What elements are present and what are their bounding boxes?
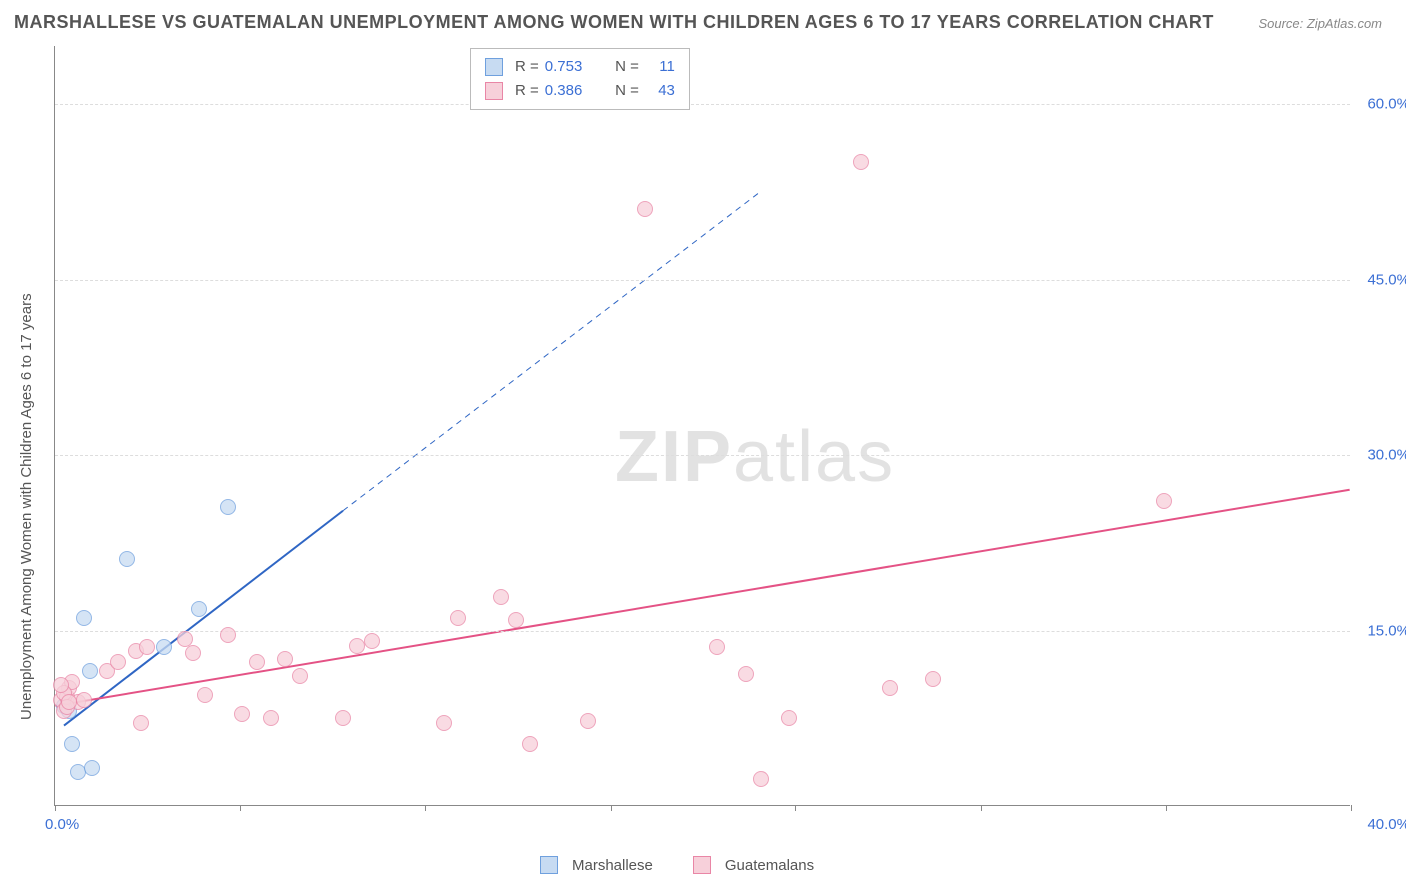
legend-label: Marshallese [572,857,653,874]
x-tick [425,805,426,811]
stats-row: R = 0.753 N = 11 [485,55,675,79]
scatter-point [738,666,754,682]
legend-label: Guatemalans [725,857,814,874]
scatter-point [1156,493,1172,509]
legend-swatch [540,856,558,874]
plot-area: ZIPatlas 15.0%30.0%45.0%60.0%0.0%40.0% [54,46,1350,806]
scatter-point [110,654,126,670]
trend-line [55,490,1349,706]
legend: Marshallese Guatemalans [540,856,814,874]
chart-title: MARSHALLESE VS GUATEMALAN UNEMPLOYMENT A… [14,12,1214,33]
scatter-point [522,736,538,752]
x-tick-label: 40.0% [1367,816,1406,833]
r-label: R = [515,55,539,79]
legend-item: Marshallese [540,856,653,874]
scatter-point [197,687,213,703]
scatter-point [637,201,653,217]
scatter-point [220,627,236,643]
scatter-point [436,715,452,731]
scatter-point [263,710,279,726]
scatter-point [191,601,207,617]
gridline [55,455,1350,456]
scatter-point [753,771,769,787]
legend-swatch [485,58,503,76]
scatter-point [156,639,172,655]
legend-swatch [485,82,503,100]
scatter-point [450,610,466,626]
source-label: Source: ZipAtlas.com [1258,16,1382,31]
y-tick-label: 30.0% [1355,447,1406,464]
n-value: 43 [645,79,675,103]
scatter-point [61,694,77,710]
legend-item: Guatemalans [693,856,814,874]
x-tick [795,805,796,811]
scatter-point [64,736,80,752]
scatter-point [133,715,149,731]
gridline [55,104,1350,105]
scatter-point [119,551,135,567]
scatter-point [84,760,100,776]
scatter-point [925,671,941,687]
scatter-point [853,154,869,170]
x-tick [611,805,612,811]
scatter-point [781,710,797,726]
r-value: 0.753 [545,55,595,79]
x-tick [240,805,241,811]
scatter-point [508,612,524,628]
scatter-point [220,499,236,515]
scatter-point [493,589,509,605]
gridline [55,631,1350,632]
scatter-point [335,710,351,726]
x-tick [55,805,56,811]
stats-box: R = 0.753 N = 11R = 0.386 N = 43 [470,48,690,110]
scatter-point [234,706,250,722]
scatter-point [277,651,293,667]
n-label: N = [615,79,639,103]
y-tick-label: 15.0% [1355,622,1406,639]
x-tick-label: 0.0% [45,816,79,833]
scatter-point [139,639,155,655]
r-label: R = [515,79,539,103]
stats-row: R = 0.386 N = 43 [485,79,675,103]
watermark: ZIPatlas [615,416,895,498]
scatter-point [53,677,69,693]
scatter-point [249,654,265,670]
scatter-point [580,713,596,729]
scatter-point [82,663,98,679]
y-tick-label: 60.0% [1355,96,1406,113]
x-tick [1166,805,1167,811]
n-label: N = [615,55,639,79]
y-tick-label: 45.0% [1355,271,1406,288]
scatter-point [76,692,92,708]
scatter-point [292,668,308,684]
watermark-atlas: atlas [733,417,895,497]
y-axis-label: Unemployment Among Women with Children A… [18,293,35,720]
scatter-point [882,680,898,696]
n-value: 11 [645,55,675,79]
watermark-zip: ZIP [615,417,733,497]
x-tick [981,805,982,811]
scatter-point [364,633,380,649]
scatter-point [709,639,725,655]
scatter-point [185,645,201,661]
gridline [55,280,1350,281]
scatter-point [76,610,92,626]
x-tick [1351,805,1352,811]
r-value: 0.386 [545,79,595,103]
legend-swatch [693,856,711,874]
